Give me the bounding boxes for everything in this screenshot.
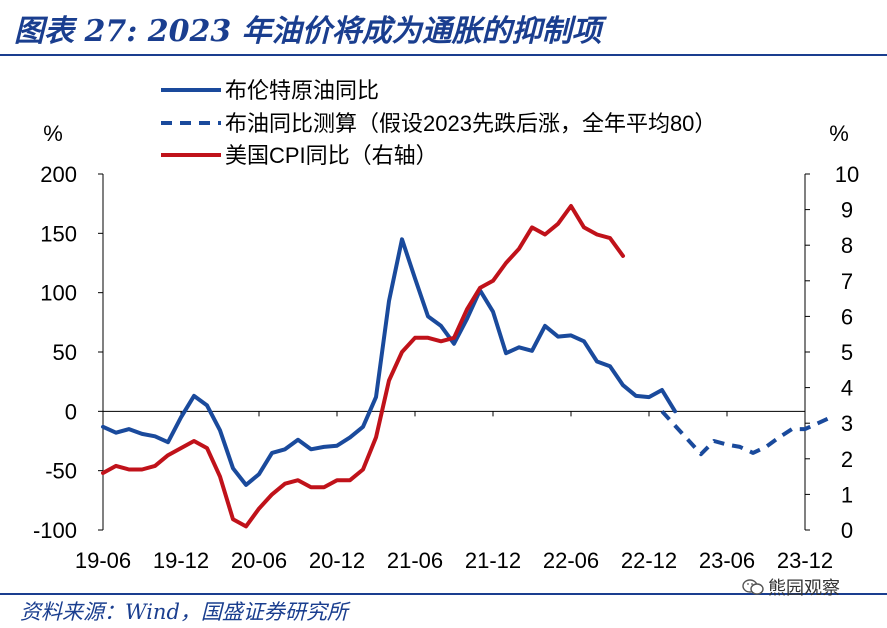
series-line-2 — [101, 204, 625, 529]
legend-label-2: 美国CPI同比（右轴） — [225, 143, 438, 168]
right-tick-label: 2 — [841, 447, 853, 472]
right-tick-label: 9 — [841, 198, 853, 223]
chart-title: 图表 27: 2023 年油价将成为通胀的抑制项 — [14, 14, 602, 49]
source-note: 资料来源：Wind，国盛证券研究所 — [20, 600, 348, 624]
x-tick-label: 23-06 — [699, 548, 755, 573]
source-rule — [0, 593, 887, 595]
x-tick-label: 20-06 — [231, 548, 287, 573]
left-tick-label: 200 — [40, 162, 77, 187]
right-tick-label: 8 — [841, 233, 853, 258]
legend-label-1: 布油同比测算（假设2023先跌后涨，全年平均80） — [225, 111, 716, 136]
x-tick-label: 22-06 — [543, 548, 599, 573]
series-line-1 — [660, 409, 832, 457]
x-tick-label: 23-12 — [777, 548, 833, 573]
x-tick-label: 22-12 — [621, 548, 677, 573]
right-axis-unit: % — [829, 121, 849, 146]
left-tick-label: -100 — [33, 518, 77, 543]
right-tick-label: 4 — [841, 376, 853, 401]
x-tick-label: 19-12 — [153, 548, 209, 573]
left-axis-unit: % — [43, 121, 63, 146]
watermark: 熊园观察 — [742, 574, 840, 600]
left-tick-label: 50 — [53, 340, 77, 365]
series-line-0 — [101, 237, 677, 487]
legend-label-0: 布伦特原油同比 — [225, 78, 379, 103]
left-tick-label: 150 — [40, 221, 77, 246]
left-tick-label: 0 — [65, 399, 77, 424]
left-tick-label: -50 — [45, 459, 77, 484]
x-tick-label: 19-06 — [75, 548, 131, 573]
right-tick-label: 0 — [841, 518, 853, 543]
x-tick-label: 20-12 — [309, 548, 365, 573]
x-tick-label: 21-06 — [387, 548, 443, 573]
x-tick-label: 21-12 — [465, 548, 521, 573]
title-rule — [0, 54, 887, 56]
watermark-text: 熊园观察 — [768, 578, 840, 599]
right-tick-label: 7 — [841, 269, 853, 294]
left-tick-label: 100 — [40, 281, 77, 306]
right-tick-label: 10 — [835, 162, 859, 187]
right-tick-label: 5 — [841, 340, 853, 365]
right-tick-label: 6 — [841, 304, 853, 329]
wechat-icon — [742, 579, 764, 595]
right-tick-label: 1 — [841, 482, 853, 507]
right-tick-label: 3 — [841, 411, 853, 436]
